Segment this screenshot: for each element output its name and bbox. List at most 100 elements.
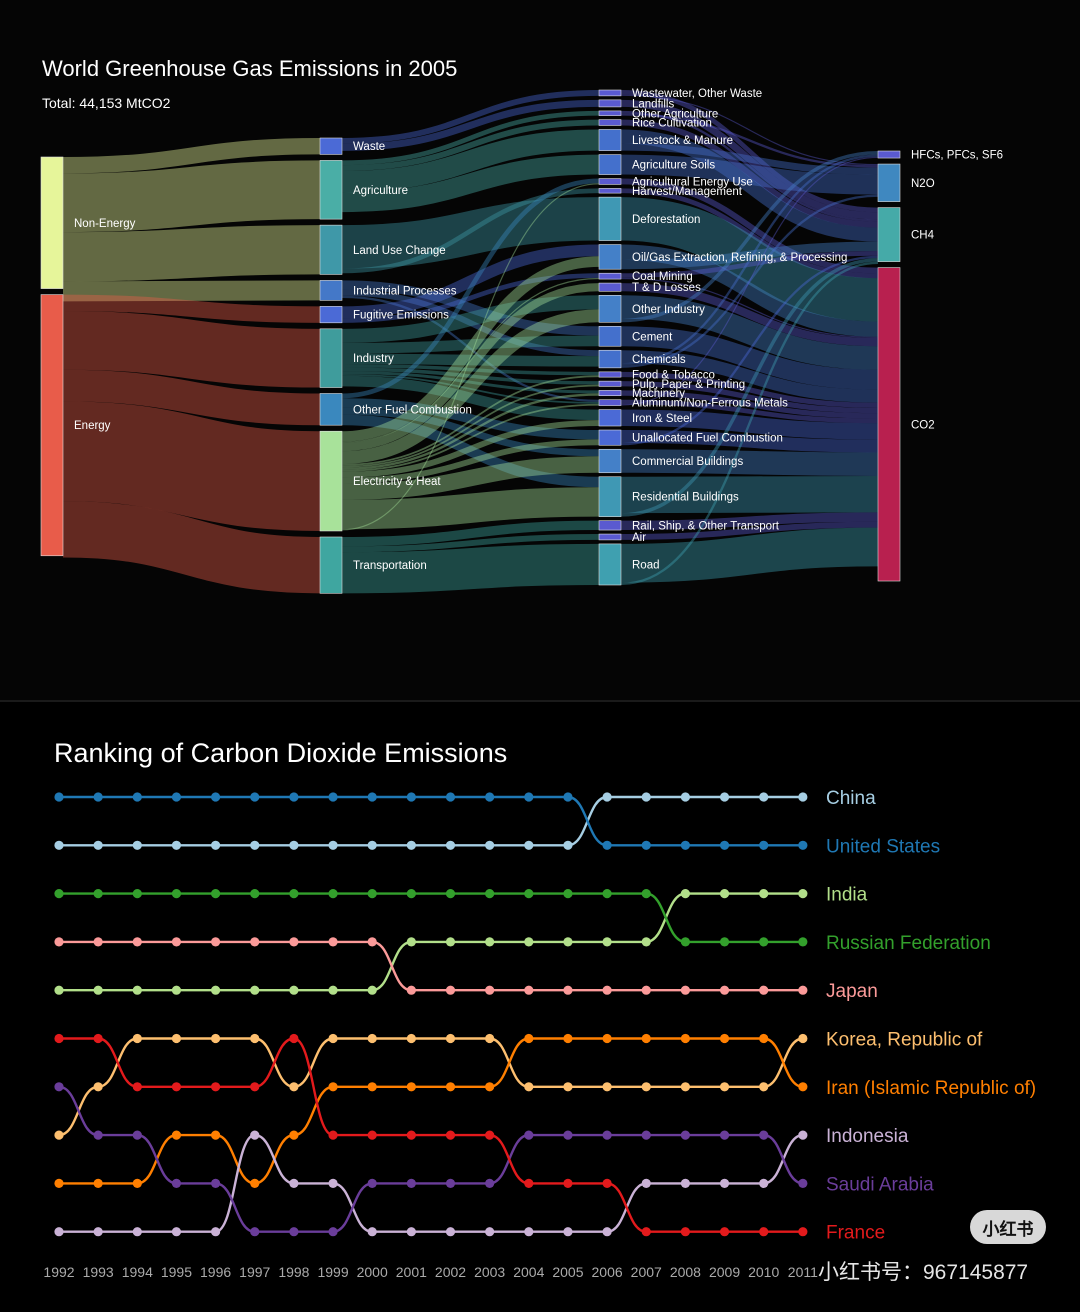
bump-point-saudi-arabia-2010 [759,1130,769,1140]
sankey-link-commbld-co2 [620,449,879,476]
sankey-link-rail-co2 [620,512,879,531]
bump-point-indonesia-2008 [680,1178,691,1188]
bump-point-india-1996 [211,985,221,995]
bump-point-france-2006 [602,1178,612,1188]
sankey-node-label-fugitive: Fugitive Emissions [353,310,449,322]
bump-chart: Ranking of Carbon Dioxide Emissions Chin… [43,738,1036,1280]
bump-point-russian-federation-2005 [563,889,573,899]
bump-point-korea-republic-of-2007 [641,1082,651,1092]
bump-point-japan-2009 [719,985,730,995]
sankey-node-label-agri: Agriculture [353,185,408,197]
bump-year-2008: 2008 [670,1264,701,1280]
bump-point-india-2006 [602,937,612,947]
bump-point-china-1992 [54,840,64,850]
bump-point-iran-islamic-republic-of-2007 [641,1033,651,1044]
sankey-node-label-food: Food & Tobacco [632,369,715,381]
bump-point-united-states-2004 [524,792,534,802]
bump-point-korea-republic-of-2004 [524,1082,534,1092]
bump-point-korea-republic-of-2005 [563,1082,573,1092]
sankey-link-indproc-chem [341,289,600,357]
sankey-link-air-co2 [620,521,879,540]
sankey-node-elec [319,430,343,532]
sankey-node-coal [598,272,622,280]
bump-point-iran-islamic-republic-of-2008 [680,1033,691,1044]
sankey-link-alu-hfc [620,156,879,406]
bump-point-india-2010 [759,889,769,899]
bump-point-japan-1999 [328,937,338,947]
sankey-node-alu [598,399,622,406]
bump-point-china-2009 [719,792,730,802]
bump-lines [58,795,804,1233]
sankey-link-road-co2 [620,527,879,583]
bump-point-united-states-2006 [602,840,612,850]
bump-title: Ranking of Carbon Dioxide Emissions [54,738,507,768]
bump-year-1997: 1997 [239,1264,270,1280]
bump-point-united-states-2001 [406,792,416,802]
bump-point-russian-federation-1994 [132,889,142,899]
bump-point-japan-2005 [563,985,573,995]
sankey-link-agri-livestock [341,129,600,193]
bump-year-2004: 2004 [513,1264,544,1280]
bump-label-japan: Japan [826,981,878,1002]
bump-year-2007: 2007 [631,1264,662,1280]
bump-point-saudi-arabia-2004 [524,1130,534,1140]
bump-point-china-1994 [132,840,142,850]
bump-point-united-states-1997 [250,792,260,802]
bump-point-iran-islamic-republic-of-2011 [798,1082,808,1092]
sankey-node-label-iron: Iron & Steel [632,413,692,425]
bump-point-france-2008 [680,1227,691,1237]
sankey-node-nonenergy [40,156,64,289]
sankey-link-alu-co2 [620,399,879,424]
bump-point-saudi-arabia-1999 [328,1227,338,1237]
bump-point-united-states-2000 [367,792,377,802]
sankey-node-mach [598,390,622,397]
bump-point-united-states-1993 [93,792,103,802]
bump-point-united-states-1998 [289,792,299,802]
bump-year-2011: 2011 [788,1264,818,1280]
bump-point-china-1999 [328,840,338,850]
bump-point-iran-islamic-republic-of-1996 [211,1130,221,1140]
bump-years: 1992 1993 1994 1995 1996 1997 1998 1999 2000 2001… [43,1264,818,1280]
bump-point-china-2001 [406,840,416,850]
sankey-link-ww-n2o [620,94,879,166]
sankey-node-ww [598,89,622,97]
sankey-node-waste [319,137,343,155]
bump-point-japan-2001 [406,985,416,995]
bump-point-china-2004 [524,840,534,850]
sankey-link-industry-food [341,364,600,376]
bump-point-united-states-1992 [54,792,64,802]
sankey-node-label-harvest: Harvest/Management [632,186,743,198]
bump-point-korea-republic-of-1995 [171,1033,182,1044]
sankey-node-label-n2o: N2O [911,178,935,190]
sankey-panel: World Greenhouse Gas Emissions in 2005 T… [40,56,1004,594]
sankey-node-label-waste: Waste [353,141,385,153]
bump-year-1998: 1998 [278,1264,309,1280]
bump-point-france-2002 [445,1130,456,1140]
bump-point-united-states-2009 [719,840,730,850]
sankey-node-agri [319,160,343,220]
sankey-link-industry-alu [341,374,600,404]
sankey-node-ofc [319,393,343,426]
sankey-link-transport-road [341,543,600,594]
sankey-link-elec-resbld [341,487,600,530]
sankey-link-fugitive-coal [341,273,600,323]
sankey-node-iron [598,409,622,427]
sankey-link-otherind-co2 [620,295,879,370]
sankey-link-elec-unalloc [341,439,600,484]
bump-label-china: China [826,788,876,809]
bump-line-russian-federation [59,892,803,944]
bump-point-france-2007 [641,1227,651,1237]
bump-point-indonesia-2011 [798,1130,808,1140]
bump-point-saudi-arabia-2005 [563,1130,573,1140]
sankey-node-unalloc [598,429,622,446]
bump-point-united-states-1994 [132,792,142,802]
bump-point-iran-islamic-republic-of-2009 [719,1033,730,1044]
bump-point-russian-federation-2011 [798,937,808,947]
sankey-link-otheragri-n2o [620,113,879,168]
bump-point-united-states-2002 [445,792,456,802]
sankey-node-label-mach: Machinery [632,388,685,400]
sankey-node-food [598,371,622,378]
watermark-badge: 小红书 [970,1210,1046,1244]
bump-line-india [59,892,803,992]
bump-point-iran-islamic-republic-of-1992 [54,1178,64,1188]
